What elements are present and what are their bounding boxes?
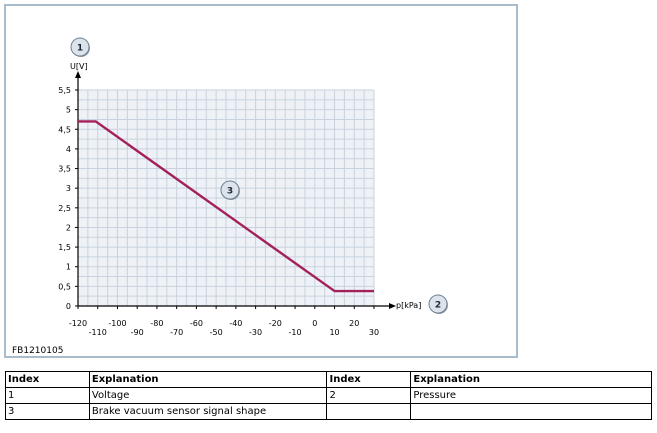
callout-circle [428,294,448,314]
x-tick-label-upper: -60 [190,319,203,328]
y-tick-label: 4,5 [58,125,71,134]
callout-number: 2 [435,301,441,311]
y-tick-label: 5 [66,106,71,115]
x-tick-label-upper: 20 [349,319,359,328]
table-header-row: Index Explanation Index Explanation [5,371,652,388]
chart-grid [77,89,375,307]
y-tick-label: 3,5 [58,165,71,174]
table-cell-index: 1 [5,387,90,404]
chart-ticks: 00,511,522,533,544,555,5-120 -100 -80 -60 -4… [58,86,379,337]
table-cell-index [326,403,412,420]
y-tick-label: 4 [66,145,71,154]
callout-circle [70,37,90,57]
signal-chart: 00,511,522,533,544,555,5-120 -100 -80 -60 -4… [58,37,448,337]
legend-table: Index Explanation Index Explanation 1 Vo… [5,371,652,420]
x-tick-label-lower: 30 [369,328,379,337]
callout-1: 1 [70,37,90,57]
x-tick-label-upper: -100 [108,319,126,328]
y-axis-arrow-icon [75,71,81,78]
x-tick-label-lower: -30 [249,328,262,337]
chart-series [78,120,374,293]
chart-axes [75,71,396,309]
signal-line [78,120,374,293]
x-tick-label-upper: -120 [69,319,87,328]
x-tick-label-lower: -90 [131,328,144,337]
callout-2: 2 [428,294,448,314]
y-tick-label: 2 [66,223,71,232]
table-cell-explanation: Brake vacuum sensor signal shape [88,403,328,420]
y-tick-label: 1,5 [58,243,71,252]
table-header-index: Index [326,371,412,388]
table-cell-explanation [410,403,652,420]
callout-number: 3 [227,187,233,197]
x-tick-label-lower: -50 [210,328,223,337]
table-cell-index: 2 [326,387,412,404]
figure-panel: 0 0,5 1 1,5 2 2,5 3 3,5 4 4,5 5 5,5 -120 -100 -80 -60 -4… [4,4,518,358]
x-axis-arrow-icon [389,303,396,309]
x-tick-label-upper: -40 [229,319,242,328]
table-header-explanation: Explanation [410,371,652,388]
table-header-index: Index [5,371,90,388]
y-tick-label: 0,5 [58,282,71,291]
x-tick-label-upper: -80 [150,319,163,328]
table-header-explanation: Explanation [88,371,328,388]
x-tick-label-upper: 0 [312,319,317,328]
table-row: 1 Voltage 2 Pressure [5,387,652,404]
x-tick-label-upper: -20 [269,319,282,328]
callout-number: 1 [77,44,83,54]
y-tick-label: 2,5 [58,204,71,213]
x-tick-label-lower: 10 [329,328,339,337]
y-tick-label: 0 [66,302,71,311]
x-tick-label-lower: -110 [89,328,107,337]
callout-3: 3 [220,180,240,200]
table-cell-index: 3 [5,403,90,420]
table-cell-explanation: Pressure [410,387,652,404]
y-tick-label: 5,5 [58,86,71,95]
y-tick-label: 1 [66,263,71,272]
x-tick-label-lower: -70 [170,328,183,337]
table-row: 3 Brake vacuum sensor signal shape [5,403,652,420]
x-axis-label: p[kPa] [396,301,421,310]
figure-code: FB1210105 [12,346,64,356]
y-tick-label: 3 [66,184,71,193]
x-tick-label-lower: -10 [289,328,302,337]
chart-callouts: 1 2 3 [70,37,448,314]
y-axis-label: U[V] [70,62,88,71]
table-cell-explanation: Voltage [88,387,328,404]
callout-circle [220,180,240,200]
